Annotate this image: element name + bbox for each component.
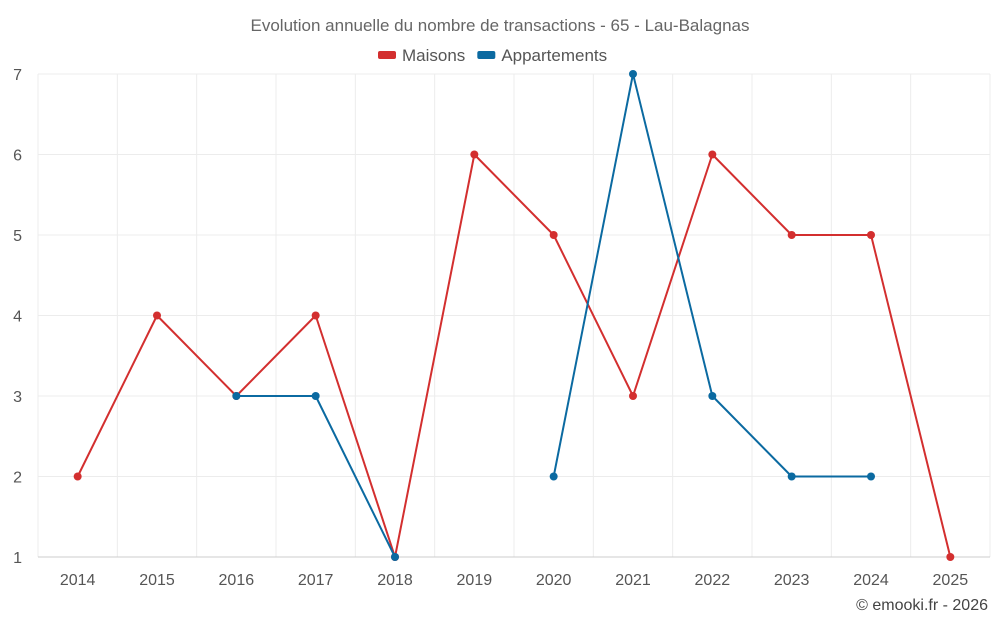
- data-point-appartements-2016[interactable]: [232, 392, 241, 400]
- data-point-maisons-2019[interactable]: [470, 150, 479, 159]
- y-tick-label: 3: [13, 389, 22, 406]
- legend-swatch-maisons: [378, 51, 396, 59]
- x-axis: 2014 2015 2016 2017 2018 2019 2020 2021 2022 2023…: [60, 572, 968, 589]
- legend-label-appartements: Appartements: [501, 46, 607, 65]
- x-tick-label: 2020: [536, 572, 572, 589]
- y-tick-label: 7: [13, 67, 22, 84]
- data-point-maisons-2020[interactable]: [549, 231, 558, 239]
- data-point-appartements-2024[interactable]: [867, 472, 875, 481]
- data-point-maisons-2015[interactable]: [153, 311, 161, 320]
- x-tick-label: 2018: [377, 572, 413, 589]
- data-point-maisons-2025[interactable]: [946, 553, 955, 561]
- data-point-appartements-2018[interactable]: [391, 553, 399, 561]
- x-tick-label: 2015: [139, 572, 175, 589]
- x-tick-label: 2017: [298, 572, 334, 589]
- x-tick-label: 2023: [774, 572, 810, 589]
- x-tick-label: 2022: [695, 572, 731, 589]
- series-line-appartements: [552, 73, 871, 478]
- x-tick-label: 2016: [219, 572, 255, 589]
- data-point-appartements-2020[interactable]: [549, 472, 558, 481]
- credit: © emooki.fr - 2026: [856, 597, 988, 614]
- y-tick-label: 2: [13, 470, 22, 487]
- data-point-maisons-2021[interactable]: [629, 392, 637, 400]
- x-tick-label: 2025: [933, 572, 969, 589]
- legend-swatch-appartements: [477, 51, 496, 59]
- data-point-appartements-2022[interactable]: [708, 392, 717, 400]
- y-tick-label: 6: [13, 148, 22, 165]
- legend-label-maisons: Maisons: [402, 46, 465, 65]
- data-point-maisons-2024[interactable]: [867, 231, 875, 239]
- x-tick-label: 2024: [853, 572, 889, 589]
- data-point-maisons-2014[interactable]: [73, 472, 82, 481]
- grid: [37, 73, 991, 558]
- legend-item-maisons[interactable]: Maisons: [378, 46, 465, 65]
- y-tick-label: 5: [13, 228, 22, 245]
- y-axis: 1 2 3 4 5 6 7: [13, 67, 22, 567]
- data-point-maisons-2023[interactable]: [787, 231, 796, 239]
- data-point-maisons-2022[interactable]: [708, 150, 717, 159]
- data-point-appartements-2021[interactable]: [629, 70, 637, 78]
- data-point-appartements-2023[interactable]: [787, 472, 796, 481]
- chart-title: Evolution annuelle du nombre de transact…: [251, 16, 750, 35]
- y-tick-label: 4: [13, 309, 22, 326]
- series-appartements: [232, 70, 875, 561]
- x-tick-label: 2019: [457, 572, 493, 589]
- x-tick-label: 2014: [60, 572, 96, 589]
- y-tick-label: 1: [13, 550, 22, 567]
- data-point-maisons-2017[interactable]: [311, 311, 320, 320]
- x-tick-label: 2021: [615, 572, 651, 589]
- series-line-maisons: [76, 153, 952, 558]
- legend-item-appartements[interactable]: Appartements: [477, 46, 607, 65]
- series-layer: [73, 70, 955, 561]
- data-point-appartements-2017[interactable]: [311, 392, 320, 400]
- legend: Maisons Appartements: [378, 46, 607, 65]
